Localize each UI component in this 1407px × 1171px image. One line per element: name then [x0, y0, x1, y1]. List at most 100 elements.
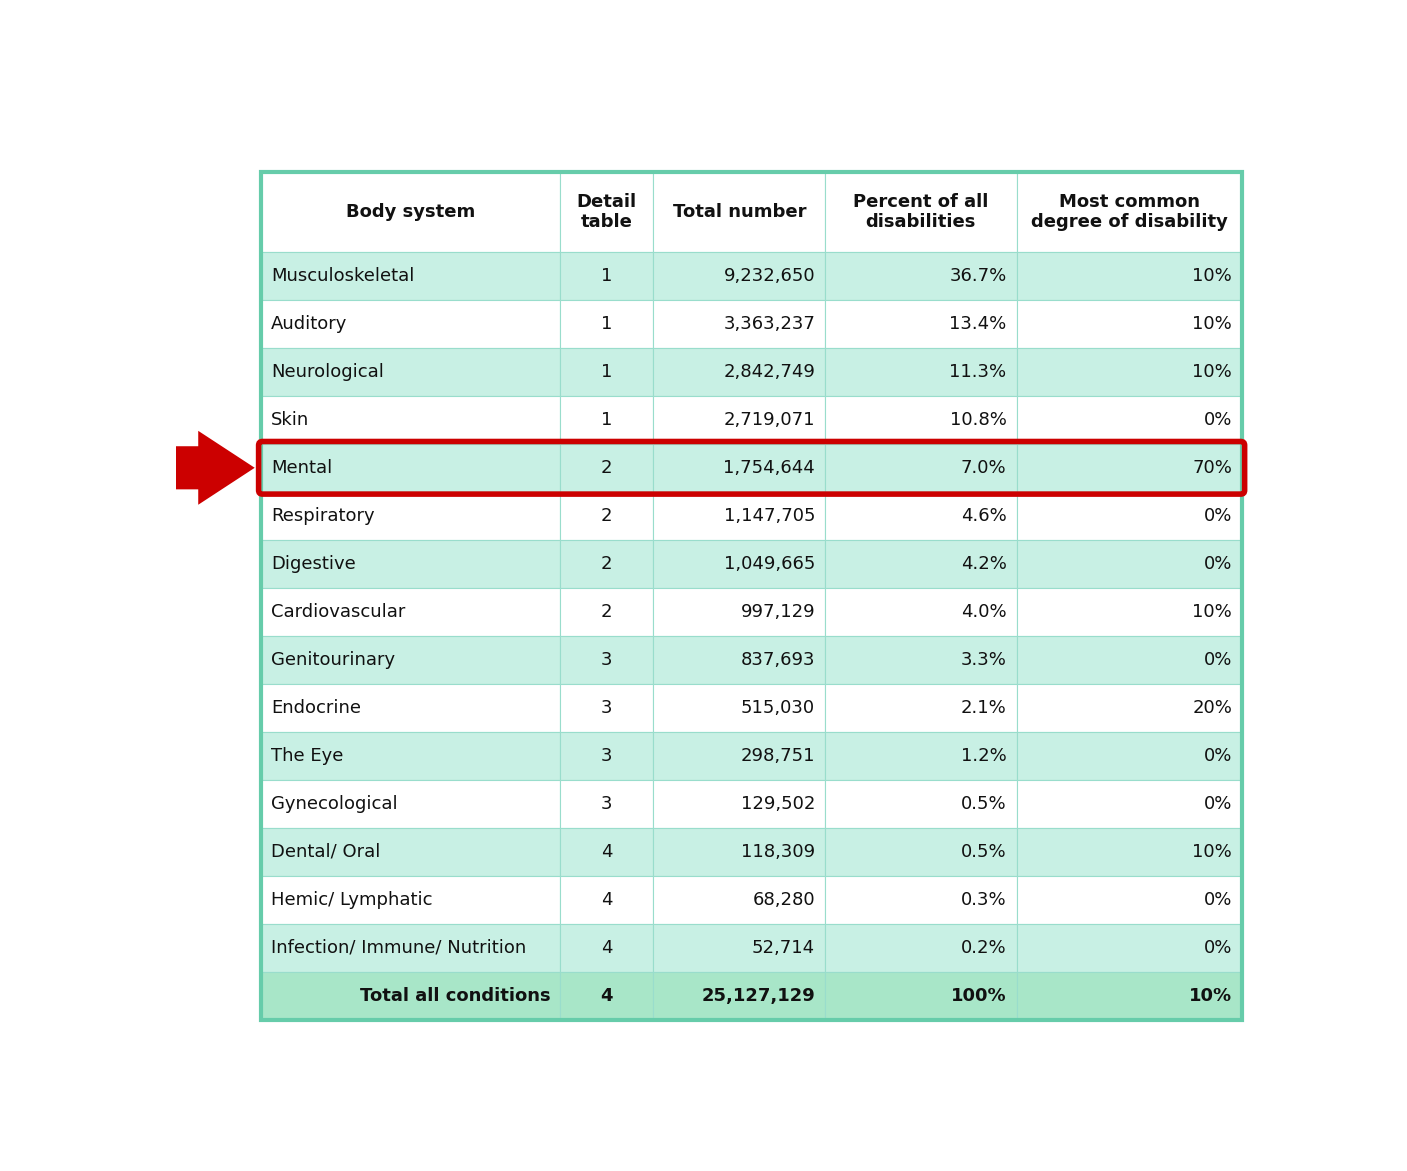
Bar	[260, 684, 560, 732]
Text: 0%: 0%	[1204, 939, 1233, 957]
Text: 100%: 100%	[951, 987, 1006, 1005]
Text: 0%: 0%	[1204, 891, 1233, 909]
Bar	[653, 588, 826, 636]
Bar	[826, 540, 1017, 588]
Bar	[653, 876, 826, 924]
Text: 1,049,665: 1,049,665	[723, 555, 815, 573]
Text: 25,127,129: 25,127,129	[702, 987, 815, 1005]
Bar	[560, 924, 653, 972]
Bar	[826, 300, 1017, 348]
Text: Body system: Body system	[346, 203, 476, 221]
Bar	[260, 540, 560, 588]
Text: Endocrine: Endocrine	[272, 699, 362, 717]
Bar	[260, 252, 560, 300]
Text: 0%: 0%	[1204, 795, 1233, 813]
Bar	[653, 300, 826, 348]
Text: 1: 1	[601, 411, 612, 429]
Bar	[260, 876, 560, 924]
Text: Detail
table: Detail table	[577, 192, 637, 232]
Text: 4.6%: 4.6%	[961, 507, 1006, 525]
Bar	[560, 684, 653, 732]
Bar	[260, 780, 560, 828]
Bar	[653, 780, 826, 828]
Text: 0%: 0%	[1204, 411, 1233, 429]
Text: 1,147,705: 1,147,705	[723, 507, 815, 525]
Bar	[1017, 348, 1242, 396]
Bar	[560, 300, 653, 348]
Text: Skin: Skin	[272, 411, 310, 429]
Bar	[826, 684, 1017, 732]
Bar	[560, 780, 653, 828]
Text: 70%: 70%	[1192, 459, 1233, 477]
Text: Most common
degree of disability: Most common degree of disability	[1031, 192, 1228, 232]
Bar	[826, 636, 1017, 684]
Bar	[653, 172, 826, 252]
Bar	[826, 876, 1017, 924]
Text: Respiratory: Respiratory	[272, 507, 374, 525]
Bar	[260, 972, 560, 1020]
Text: 1: 1	[601, 315, 612, 333]
Text: 1,754,644: 1,754,644	[723, 459, 815, 477]
Bar	[260, 172, 560, 252]
Text: 0%: 0%	[1204, 507, 1233, 525]
Bar	[560, 348, 653, 396]
Text: 0.3%: 0.3%	[961, 891, 1006, 909]
Bar	[560, 636, 653, 684]
Text: 4.0%: 4.0%	[961, 603, 1006, 621]
Bar	[653, 732, 826, 780]
Bar	[560, 444, 653, 492]
Bar	[1017, 252, 1242, 300]
Text: Digestive: Digestive	[272, 555, 356, 573]
Text: 2.1%: 2.1%	[961, 699, 1006, 717]
Bar	[826, 588, 1017, 636]
Bar	[826, 972, 1017, 1020]
Bar	[653, 972, 826, 1020]
Text: 13.4%: 13.4%	[950, 315, 1006, 333]
Text: Musculoskeletal: Musculoskeletal	[272, 267, 415, 285]
Bar	[260, 348, 560, 396]
Text: 10%: 10%	[1193, 315, 1233, 333]
Text: 4: 4	[601, 987, 613, 1005]
Bar	[1017, 876, 1242, 924]
Text: 2: 2	[601, 507, 612, 525]
Text: 52,714: 52,714	[751, 939, 815, 957]
Bar	[653, 348, 826, 396]
Bar	[560, 540, 653, 588]
Bar	[826, 924, 1017, 972]
Text: 0%: 0%	[1204, 651, 1233, 669]
Bar	[653, 444, 826, 492]
Text: 129,502: 129,502	[740, 795, 815, 813]
Text: 118,309: 118,309	[741, 843, 815, 861]
Text: 10%: 10%	[1193, 843, 1233, 861]
Bar	[1017, 972, 1242, 1020]
Bar	[653, 828, 826, 876]
Text: 3: 3	[601, 795, 612, 813]
Bar	[653, 636, 826, 684]
Bar	[653, 252, 826, 300]
Text: 1.2%: 1.2%	[961, 747, 1006, 765]
Text: Cardiovascular: Cardiovascular	[272, 603, 405, 621]
Text: 2: 2	[601, 555, 612, 573]
Text: Genitourinary: Genitourinary	[272, 651, 395, 669]
Bar	[560, 172, 653, 252]
Text: 10.8%: 10.8%	[950, 411, 1006, 429]
Bar	[653, 396, 826, 444]
Bar	[1017, 492, 1242, 540]
Text: 837,693: 837,693	[740, 651, 815, 669]
Text: Total all conditions: Total all conditions	[360, 987, 550, 1005]
Bar	[560, 828, 653, 876]
Bar	[260, 492, 560, 540]
Text: 0.5%: 0.5%	[961, 795, 1006, 813]
Text: 1: 1	[601, 363, 612, 381]
Text: 20%: 20%	[1192, 699, 1233, 717]
Polygon shape	[129, 431, 255, 505]
Text: 0%: 0%	[1204, 747, 1233, 765]
Bar	[1017, 540, 1242, 588]
Text: 3: 3	[601, 747, 612, 765]
Bar	[653, 684, 826, 732]
Text: 3: 3	[601, 651, 612, 669]
Bar	[1017, 780, 1242, 828]
Bar	[653, 492, 826, 540]
Bar	[1017, 444, 1242, 492]
Bar	[560, 396, 653, 444]
